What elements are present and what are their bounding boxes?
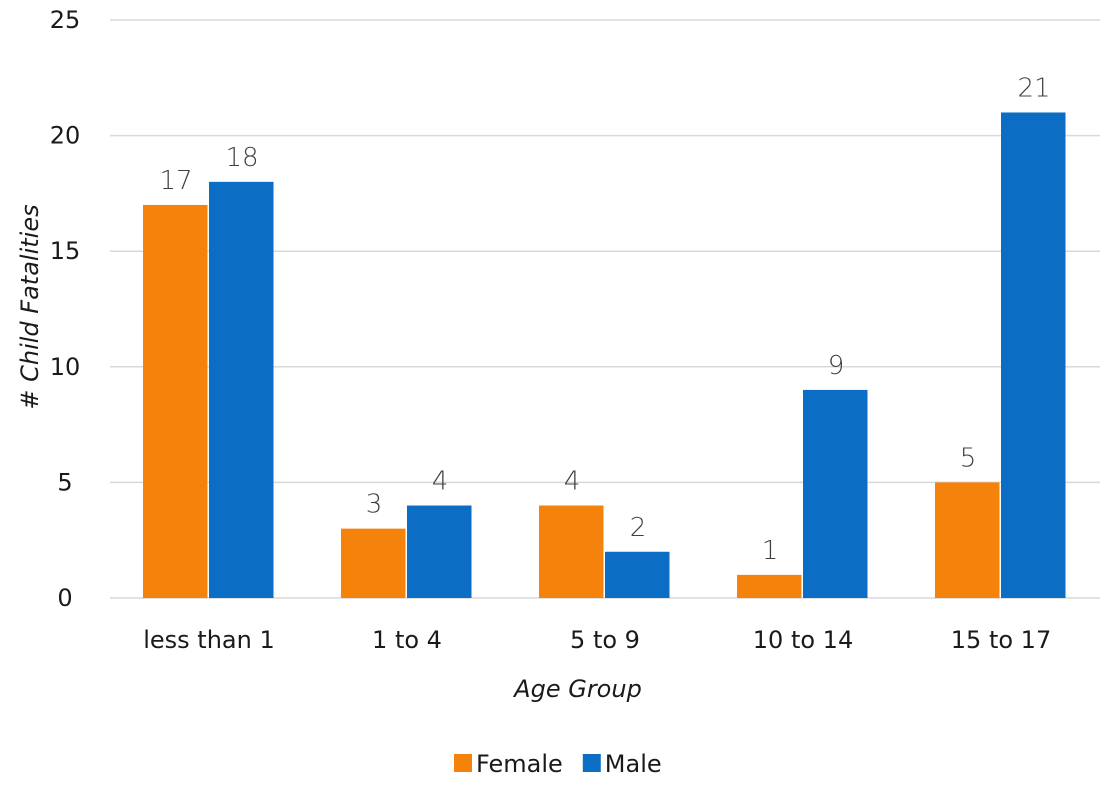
- y-tick-label-5: 5: [57, 468, 72, 496]
- data-label-male-0: 18: [225, 143, 258, 173]
- y-tick-label-20: 20: [50, 122, 81, 150]
- bar-female-3: [737, 574, 802, 598]
- bar-male-3: [803, 389, 868, 598]
- category-label-2: 5 to 9: [570, 626, 640, 654]
- data-label-female-3: 1: [762, 536, 779, 566]
- data-label-male-2: 2: [630, 513, 647, 543]
- y-axis-title: # Child Fatalities: [16, 204, 44, 409]
- data-label-male-3: 9: [828, 351, 845, 381]
- y-tick-label-15: 15: [50, 237, 81, 265]
- bar-female-2: [539, 505, 604, 598]
- bar-male-4: [1001, 112, 1066, 598]
- data-label-male-4: 21: [1017, 73, 1050, 103]
- bar-male-1: [407, 505, 472, 598]
- bar-male-2: [605, 551, 670, 598]
- x-axis-title: Age Group: [512, 675, 642, 703]
- x-axis-categories: less than 1 1 to 4 5 to 9 10 to 14 15 to 17: [143, 626, 1051, 654]
- data-label-female-1: 3: [366, 490, 383, 520]
- y-tick-label-0: 0: [57, 584, 72, 612]
- legend-swatch-female: [454, 754, 472, 772]
- data-label-female-4: 5: [960, 443, 977, 473]
- bar-female-4: [935, 482, 1000, 598]
- category-label-1: 1 to 4: [372, 626, 442, 654]
- category-label-4: 15 to 17: [951, 626, 1051, 654]
- legend: Female Male: [454, 750, 662, 778]
- legend-swatch-male: [582, 754, 601, 772]
- data-label-male-1: 4: [432, 467, 449, 497]
- bars: [143, 112, 1066, 598]
- category-label-0: less than 1: [143, 626, 275, 654]
- data-label-female-2: 4: [564, 467, 581, 497]
- legend-label-female: Female: [476, 750, 563, 778]
- y-axis-ticks: 0 5 10 15 20 25: [50, 6, 81, 612]
- y-tick-label-10: 10: [50, 353, 81, 381]
- category-label-3: 10 to 14: [753, 626, 853, 654]
- y-tick-label-25: 25: [50, 6, 81, 34]
- bar-male-0: [209, 181, 274, 598]
- data-label-female-0: 17: [159, 166, 192, 196]
- bar-female-0: [143, 204, 208, 598]
- bar-female-1: [341, 528, 406, 598]
- legend-label-male: Male: [605, 750, 662, 778]
